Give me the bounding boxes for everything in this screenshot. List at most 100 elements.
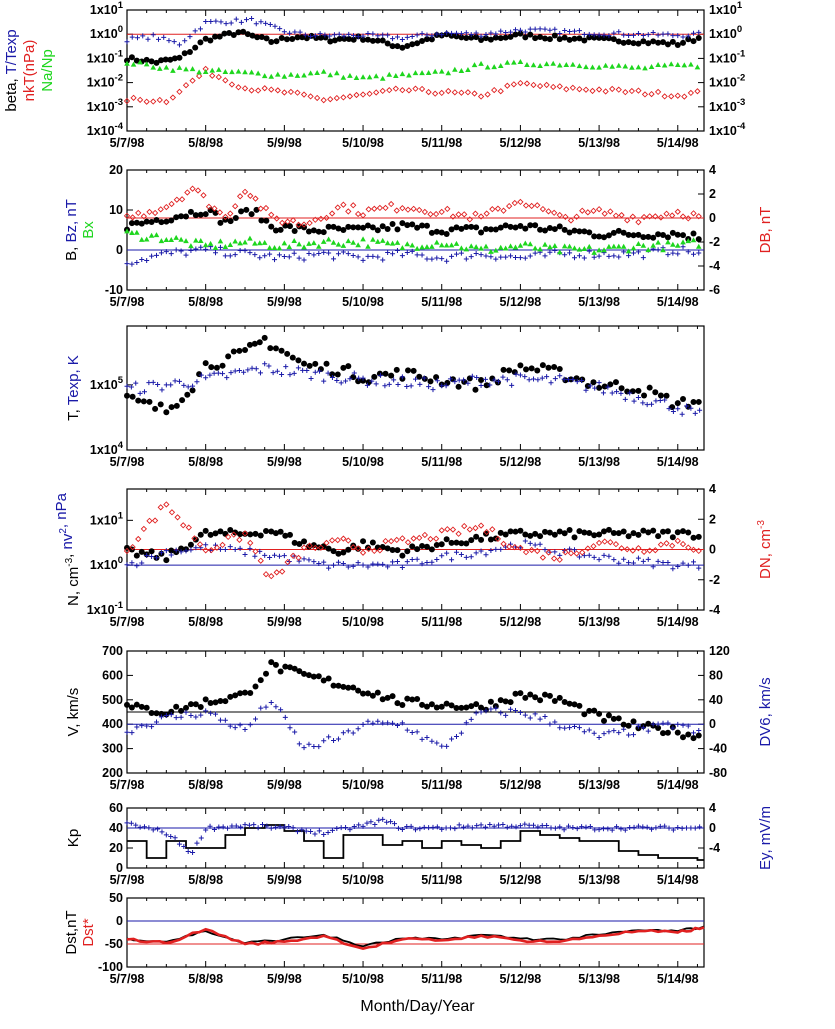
data-point — [306, 557, 312, 563]
data-point — [168, 552, 174, 558]
data-point — [374, 238, 381, 244]
data-point — [635, 219, 642, 226]
data-point — [567, 28, 573, 34]
y-tick-label: 300 — [102, 742, 123, 756]
data-point — [417, 381, 423, 387]
data-point — [380, 257, 386, 263]
y-tick-label: 1x101 — [90, 0, 124, 17]
data-point — [471, 90, 478, 97]
data-point — [493, 247, 499, 253]
data-point — [263, 20, 269, 26]
data-point — [371, 373, 378, 380]
data-point — [635, 723, 641, 729]
data-point — [194, 187, 202, 194]
data-point — [694, 64, 701, 70]
data-point — [350, 202, 357, 209]
y-tick-label: 1x104 — [90, 440, 124, 457]
data-point — [235, 84, 242, 91]
data-point — [443, 536, 450, 543]
data-point — [468, 223, 475, 230]
data-point — [292, 29, 298, 35]
data-point — [576, 554, 582, 560]
data-point — [134, 35, 140, 41]
data-point — [695, 533, 702, 540]
data-point — [684, 403, 690, 409]
data-point — [687, 89, 695, 97]
data-point — [455, 530, 462, 537]
x-tick-label: 5/9/98 — [267, 873, 302, 887]
data-point — [409, 543, 416, 550]
data-point — [186, 48, 193, 55]
data-point — [685, 544, 692, 551]
data-point — [601, 528, 608, 535]
x-axis-label: Month/Day/Year — [360, 998, 475, 1015]
data-point — [168, 382, 174, 388]
data-point — [680, 396, 687, 403]
data-point — [364, 36, 371, 43]
data-point — [458, 704, 465, 711]
data-point — [399, 552, 406, 559]
data-point — [681, 62, 688, 68]
data-point — [438, 89, 445, 97]
data-point — [624, 546, 631, 553]
data-point — [615, 715, 622, 722]
data-point — [124, 729, 130, 735]
data-point — [316, 744, 322, 750]
data-point — [458, 552, 464, 558]
data-point — [691, 730, 697, 736]
data-point — [680, 734, 687, 741]
y-right-tick-label: 0 — [709, 821, 716, 835]
data-point — [570, 61, 576, 67]
data-point — [610, 715, 617, 722]
data-point — [340, 549, 347, 556]
data-point — [591, 233, 598, 240]
data-point — [272, 345, 279, 352]
data-point — [614, 389, 620, 395]
data-point — [527, 222, 534, 229]
data-point — [535, 377, 541, 383]
data-point — [316, 251, 322, 257]
data-point — [263, 528, 270, 535]
data-point — [692, 825, 698, 831]
data-point — [590, 379, 597, 386]
data-point — [272, 257, 278, 263]
data-point — [394, 239, 401, 245]
data-point — [477, 93, 485, 100]
data-point — [404, 559, 410, 565]
data-point — [438, 242, 445, 248]
data-point — [434, 556, 440, 562]
data-point — [670, 408, 676, 414]
data-point — [365, 243, 371, 249]
data-point — [137, 824, 143, 830]
data-point — [151, 517, 159, 524]
data-point — [340, 683, 347, 690]
data-point — [472, 386, 479, 393]
data-point — [432, 535, 440, 542]
data-point — [224, 375, 230, 381]
x-tick-label: 5/11/98 — [421, 972, 462, 986]
data-point — [187, 208, 194, 215]
data-point — [548, 380, 554, 386]
data-point — [207, 823, 213, 829]
data-point — [350, 542, 357, 549]
data-point — [212, 699, 219, 706]
x-tick-label: 5/13/98 — [578, 972, 620, 986]
data-point — [448, 242, 455, 248]
data-point — [601, 717, 608, 724]
data-point — [493, 705, 499, 711]
data-point — [312, 544, 319, 552]
data-point — [340, 249, 346, 255]
y-right-tick-label: 4 — [709, 482, 716, 496]
data-point — [528, 202, 535, 210]
plot-frame — [126, 897, 705, 968]
data-point — [197, 704, 204, 711]
data-point — [488, 706, 494, 712]
data-point — [359, 91, 367, 98]
data-point — [270, 370, 276, 376]
data-point — [491, 64, 497, 70]
data-point — [596, 34, 603, 41]
data-point — [268, 699, 274, 705]
data-point — [286, 254, 292, 260]
data-point — [202, 211, 209, 218]
data-point — [497, 529, 504, 536]
